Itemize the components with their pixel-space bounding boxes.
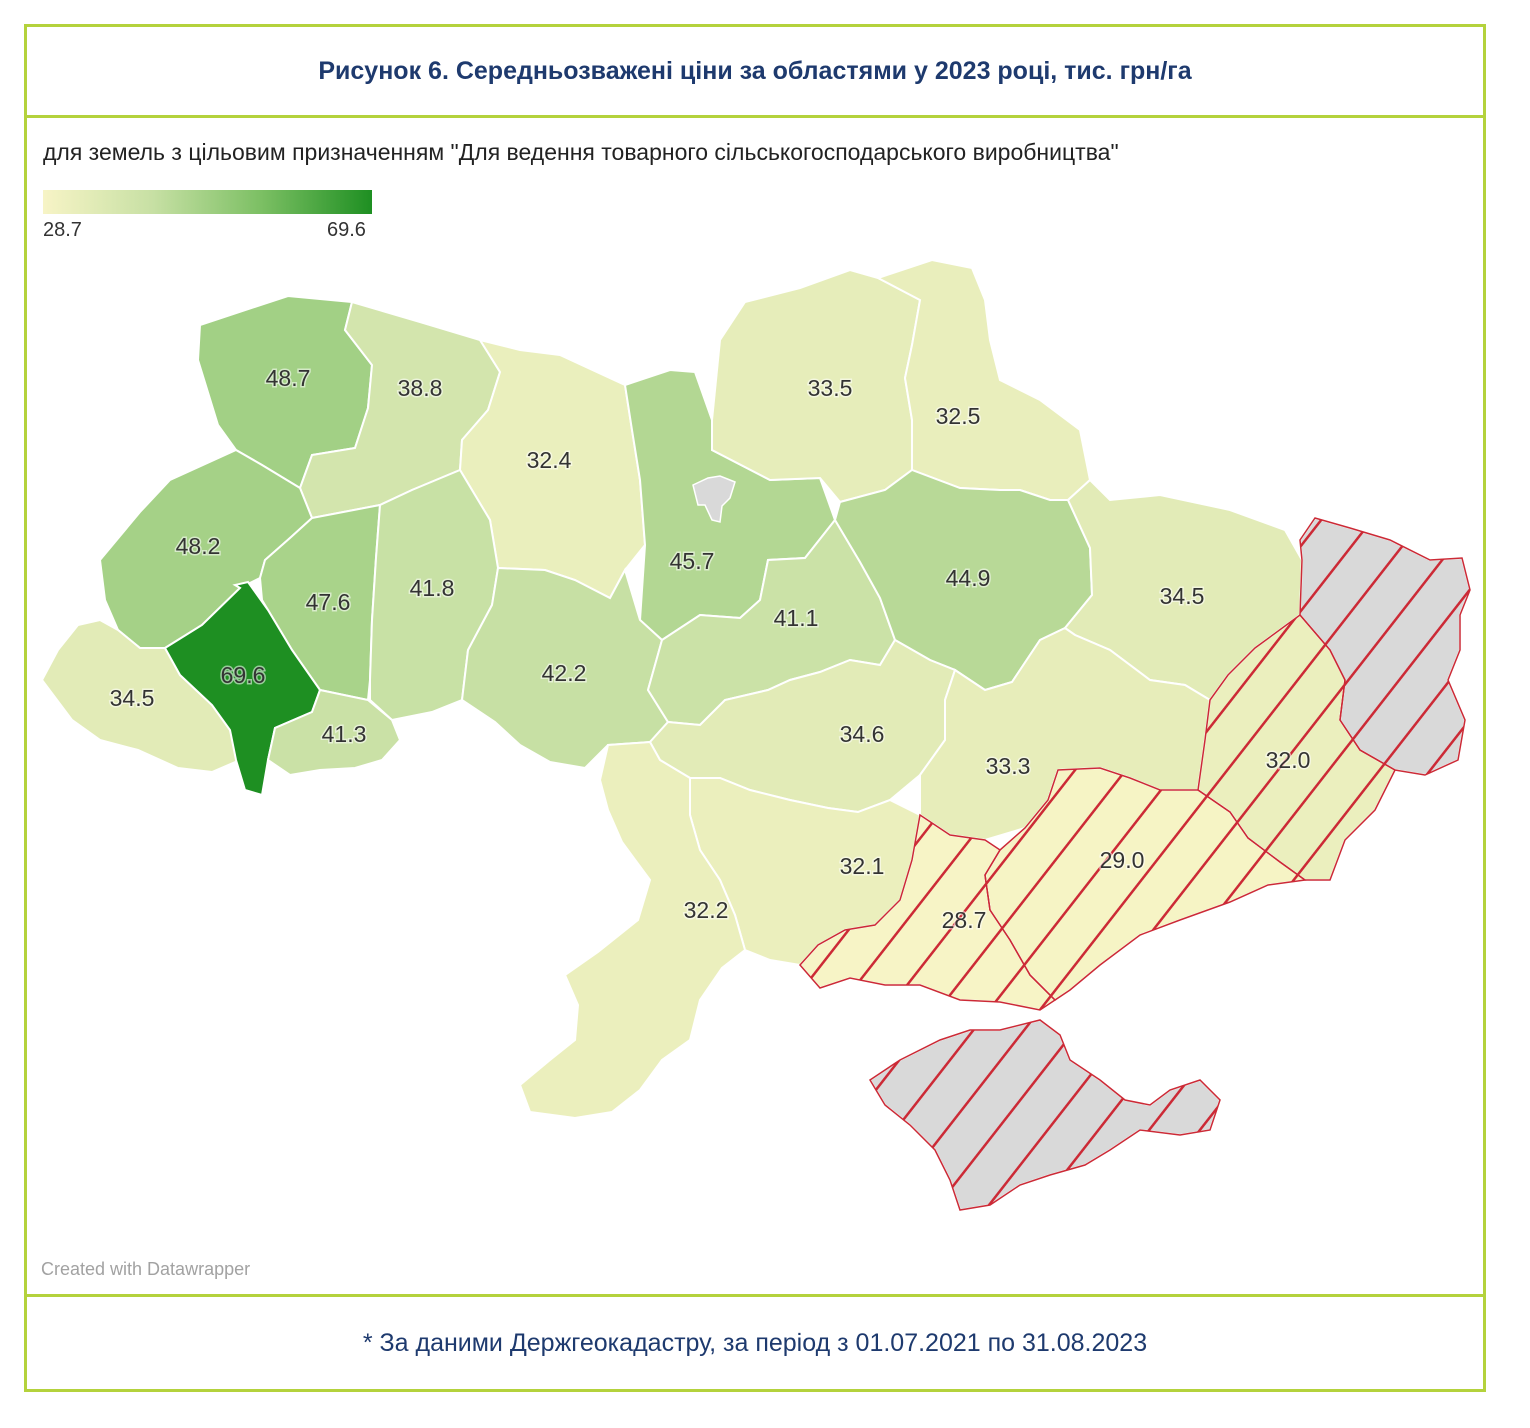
region-label-ivano-frankivsk: 69.6	[221, 662, 266, 688]
occupied-hatch-crimea	[868, 1019, 1221, 1211]
region-label-mykolaiv: 32.1	[840, 853, 885, 879]
region-label-sumy: 32.5	[936, 403, 981, 429]
region-label-volyn: 48.7	[266, 365, 311, 391]
region-chernivtsi[interactable]	[266, 688, 402, 777]
region-label-kherson: 28.7	[942, 907, 987, 933]
region-label-chernihiv: 33.5	[808, 375, 853, 401]
region-label-dnipropetrovsk: 33.3	[986, 753, 1031, 779]
region-label-zaporizhzhia: 29.0	[1100, 847, 1145, 873]
region-label-khmelnytskyi: 41.8	[410, 575, 455, 601]
map-subtitle: для земель з цільовим призначенням "Для …	[43, 139, 1119, 165]
legend-color-scale	[43, 190, 372, 214]
region-label-kirovohrad: 34.6	[840, 721, 885, 747]
figure-title: Рисунок 6. Середньозважені ціни за облас…	[318, 56, 1192, 85]
legend-min-label: 28.7	[43, 219, 82, 241]
region-label-poltava: 44.9	[946, 565, 991, 591]
occupied-hatch-luhansk	[1299, 517, 1471, 776]
occupied-hatch-kherson	[798, 813, 1057, 1011]
region-label-zakarpattia: 34.5	[110, 685, 155, 711]
region-label-odesa: 32.2	[684, 897, 729, 923]
datawrapper-credit[interactable]: Created with Datawrapper	[41, 1259, 251, 1279]
region-label-kyiv: 45.7	[670, 548, 715, 574]
region-label-donetsk: 32.0	[1266, 747, 1311, 773]
region-label-kharkiv: 34.5	[1160, 583, 1205, 609]
region-label-cherkasy: 41.1	[774, 605, 819, 631]
footnote: * За даними Держгеокадастру, за період з…	[362, 1328, 1148, 1357]
region-label-lviv: 48.2	[176, 533, 221, 559]
title-box: Рисунок 6. Середньозважені ціни за облас…	[27, 27, 1483, 118]
region-label-vinnytsia: 42.2	[542, 660, 587, 686]
region-kyiv-city[interactable]	[692, 475, 736, 523]
region-label-ternopil: 47.6	[306, 589, 351, 615]
region-label-zhytomyr: 32.4	[527, 447, 572, 473]
region-odesa[interactable]	[518, 740, 747, 1120]
legend-max-label: 69.6	[327, 219, 366, 241]
region-label-chernivtsi: 41.3	[322, 721, 367, 747]
region-label-rivne: 38.8	[398, 375, 443, 401]
figure-frame: Рисунок 6. Середньозважені ціни за облас…	[24, 24, 1486, 1392]
footnote-box: * За даними Держгеокадастру, за період з…	[27, 1294, 1483, 1389]
